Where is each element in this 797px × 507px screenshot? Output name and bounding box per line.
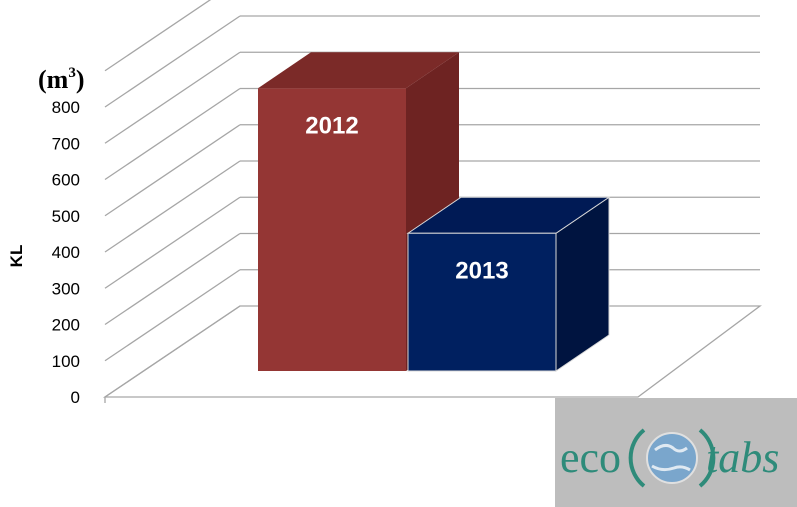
gridline-side	[104, 232, 241, 326]
bar-top	[258, 52, 459, 89]
y-tick-label: 0	[71, 388, 80, 407]
y-tick-label: 600	[52, 171, 80, 190]
y-tick-label: 800	[52, 98, 80, 117]
y-tick-label: 500	[52, 207, 80, 226]
bars: 2012 2013	[258, 52, 611, 372]
y-axis-ticks: 0 100 200 300 400 500 600 700 800	[52, 98, 80, 407]
gridline-side	[104, 160, 241, 253]
gridline-side	[104, 0, 212, 72]
ecotabs-logo: eco tabs	[555, 398, 797, 507]
gridline-side	[104, 269, 241, 362]
unit-superscript: 3	[68, 65, 76, 81]
gridline-side	[104, 196, 241, 289]
y-tick-label: 400	[52, 243, 80, 262]
y-tick-label: 200	[52, 316, 80, 335]
y-tick-label: 100	[52, 352, 80, 371]
bar-front	[258, 88, 406, 371]
globe-icon	[628, 428, 716, 488]
gridline-side	[104, 87, 241, 181]
gridline-side	[104, 15, 241, 108]
y-tick-label: 700	[52, 134, 80, 153]
y-axis-unit: (m3)	[38, 65, 85, 94]
gridline-side	[104, 124, 241, 217]
logo-text-eco: eco	[560, 433, 621, 482]
bar-label: 2013	[455, 257, 508, 284]
y-axis-label: KL	[7, 245, 26, 268]
gridline-side	[104, 51, 241, 144]
unit-base: (m	[38, 65, 69, 94]
bar-front	[407, 232, 557, 372]
floor	[102, 305, 762, 398]
bar-2013: 2013	[406, 196, 611, 372]
unit-close: )	[76, 65, 85, 94]
logo-text-tabs: tabs	[706, 433, 779, 482]
bar-label: 2012	[305, 112, 358, 139]
y-tick-label: 300	[52, 279, 80, 298]
